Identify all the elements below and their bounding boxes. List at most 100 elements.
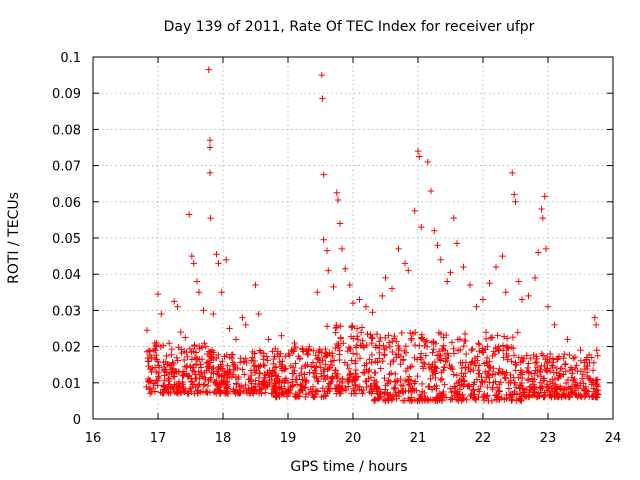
- data-point: [517, 367, 525, 374]
- data-point: [165, 388, 172, 396]
- data-point: [155, 374, 163, 382]
- data-point: [392, 384, 399, 392]
- data-point: [552, 390, 560, 397]
- data-point: [395, 245, 402, 253]
- data-point: [573, 362, 580, 369]
- data-point: [406, 382, 414, 390]
- data-point: [488, 397, 496, 405]
- data-point: [486, 363, 493, 370]
- data-point: [469, 387, 477, 394]
- data-point: [249, 348, 256, 356]
- data-point: [286, 352, 293, 359]
- data-point: [223, 370, 230, 377]
- data-point: [479, 296, 487, 303]
- data-point: [507, 371, 514, 379]
- data-point: [323, 323, 331, 330]
- data-point: [249, 354, 256, 361]
- data-point: [456, 376, 463, 384]
- data-point: [397, 361, 404, 368]
- y-tick-label: 0.06: [52, 196, 81, 211]
- data-point: [399, 397, 407, 405]
- data-point: [323, 247, 331, 254]
- data-point: [588, 381, 595, 388]
- data-point: [467, 361, 474, 368]
- data-point: [429, 368, 436, 376]
- data-point: [578, 375, 586, 382]
- data-point: [412, 378, 419, 385]
- data-point: [356, 296, 363, 303]
- data-point: [292, 376, 299, 383]
- data-point: [416, 153, 423, 160]
- data-point: [304, 350, 311, 358]
- data-point: [248, 378, 255, 385]
- data-point: [213, 251, 220, 258]
- data-point: [583, 372, 591, 380]
- data-point: [520, 355, 528, 362]
- data-point: [382, 382, 389, 389]
- data-point: [186, 211, 193, 218]
- tick-labels: 16 17 18 19 20 21 22 23 24 0 0.01 0.02 0.03 0.04 0.05 0…: [52, 51, 621, 446]
- data-point: [207, 374, 215, 381]
- data-point: [173, 354, 180, 362]
- data-point: [565, 390, 572, 398]
- data-point: [240, 387, 248, 395]
- data-point: [503, 394, 510, 402]
- data-point: [148, 388, 155, 396]
- data-point: [444, 356, 451, 364]
- data-point: [566, 351, 573, 359]
- data-point: [301, 371, 308, 378]
- data-point: [328, 375, 335, 382]
- data-point: [437, 376, 445, 384]
- data-point: [394, 342, 402, 350]
- data-point: [391, 378, 399, 385]
- data-point: [213, 355, 220, 362]
- data-point: [583, 365, 591, 373]
- data-point: [485, 372, 492, 379]
- data-point: [547, 350, 554, 358]
- data-point: [531, 274, 539, 282]
- data-point: [375, 395, 382, 402]
- data-point: [205, 348, 213, 355]
- data-point: [542, 366, 550, 374]
- data-point: [433, 352, 441, 359]
- data-point: [532, 367, 539, 374]
- data-point: [318, 71, 325, 79]
- data-point: [292, 360, 299, 367]
- data-point: [306, 343, 313, 350]
- data-point: [537, 389, 545, 396]
- data-point: [361, 362, 368, 369]
- data-point: [590, 359, 598, 366]
- data-point: [492, 263, 500, 271]
- data-point: [220, 378, 228, 385]
- data-point: [481, 390, 488, 398]
- data-point: [560, 354, 567, 362]
- data-point: [479, 394, 487, 401]
- data-point: [460, 378, 468, 385]
- data-point: [333, 189, 340, 196]
- data-point: [169, 373, 177, 380]
- data-point: [509, 334, 517, 341]
- data-point: [315, 378, 322, 385]
- data-point: [490, 365, 497, 372]
- data-point: [349, 299, 357, 307]
- data-point: [278, 362, 285, 370]
- data-point: [302, 393, 309, 401]
- data-point: [325, 380, 333, 387]
- data-point: [318, 393, 325, 401]
- data-point: [411, 207, 418, 215]
- data-point: [592, 321, 600, 329]
- data-point: [206, 389, 214, 396]
- data-point: [171, 381, 178, 388]
- data-point: [194, 387, 201, 395]
- x-axis-label: GPS time / hours: [290, 459, 407, 475]
- data-point: [428, 339, 436, 346]
- data-point: [541, 362, 548, 369]
- data-point: [160, 389, 167, 397]
- data-point: [566, 393, 573, 401]
- data-point: [318, 349, 325, 356]
- data-point: [150, 379, 157, 387]
- data-point: [333, 321, 340, 329]
- data-point: [319, 384, 326, 392]
- data-point: [206, 137, 214, 144]
- data-point: [206, 352, 214, 360]
